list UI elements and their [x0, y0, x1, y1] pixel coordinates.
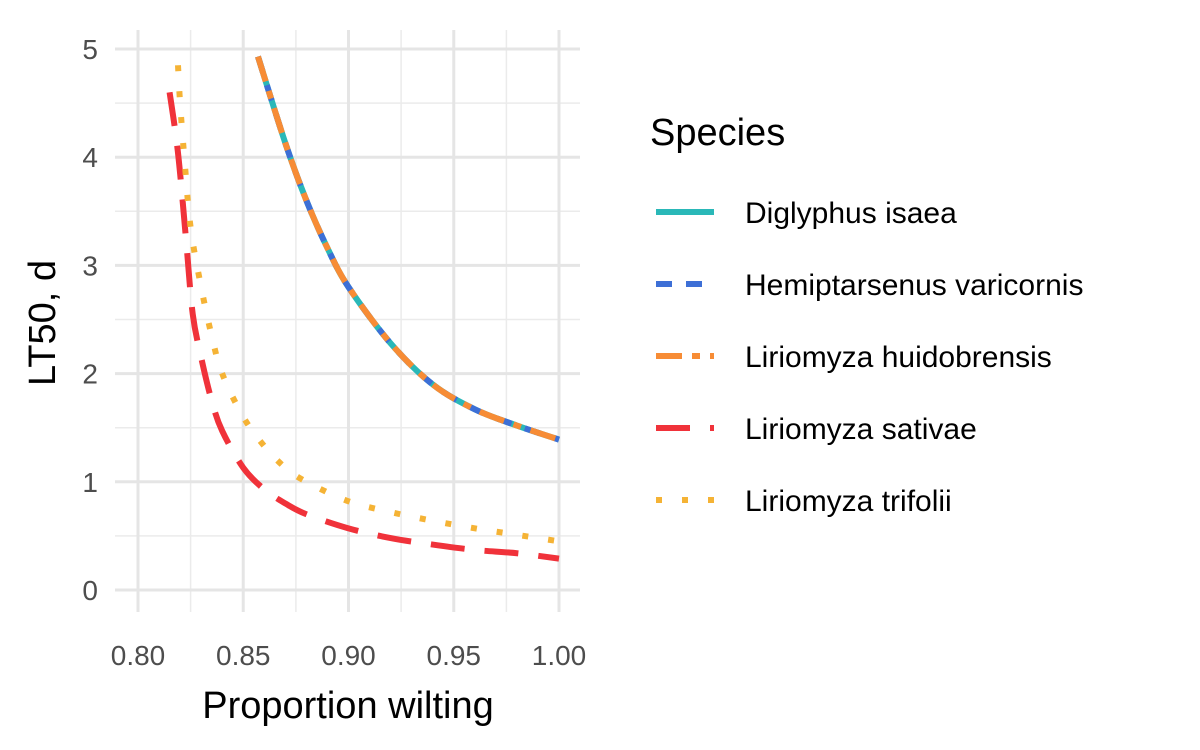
legend-title: Species: [650, 112, 785, 154]
legend-label: Hemiptarsenus varicornis: [745, 269, 1083, 302]
x-tick-label: 0.80: [111, 640, 166, 671]
series-line-liriomyza-huidobrensis: [255, 55, 560, 443]
x-tick-label: 0.95: [427, 640, 482, 671]
y-axis-title: LT50, d: [22, 260, 64, 386]
tick-labels: 0.80 0.85 0.90 0.95 1.00 0 1 2 3 4 5: [82, 34, 586, 671]
y-tick-label: 1: [82, 467, 98, 498]
series-lines: [166, 55, 560, 562]
y-tick-label: 0: [82, 575, 98, 606]
series-line-liriomyza-sativae: [166, 91, 560, 562]
series-line-hemiptarsenus-varicornis: [255, 55, 560, 443]
legend-label: Diglyphus isaea: [745, 197, 957, 230]
x-tick-label: 0.85: [216, 640, 271, 671]
x-tick-label: 1.00: [532, 640, 587, 671]
y-tick-label: 3: [82, 250, 98, 281]
y-tick-label: 2: [82, 359, 98, 390]
x-tick-label: 0.90: [321, 640, 376, 671]
legend: Species Diglyphus isaea Hemiptarsenus var…: [650, 112, 1083, 518]
series-line-diglyphus-isaea: [255, 55, 560, 443]
grid: [115, 30, 580, 612]
legend-label: Liriomyza huidobrensis: [745, 341, 1052, 374]
legend-label: Liriomyza trifolii: [745, 485, 952, 518]
y-tick-label: 4: [82, 142, 98, 173]
x-axis-title: Proportion wilting: [202, 685, 493, 727]
y-tick-label: 5: [82, 34, 98, 65]
series-line-liriomyza-trifolii: [174, 65, 560, 545]
legend-label: Liriomyza sativae: [745, 413, 977, 446]
